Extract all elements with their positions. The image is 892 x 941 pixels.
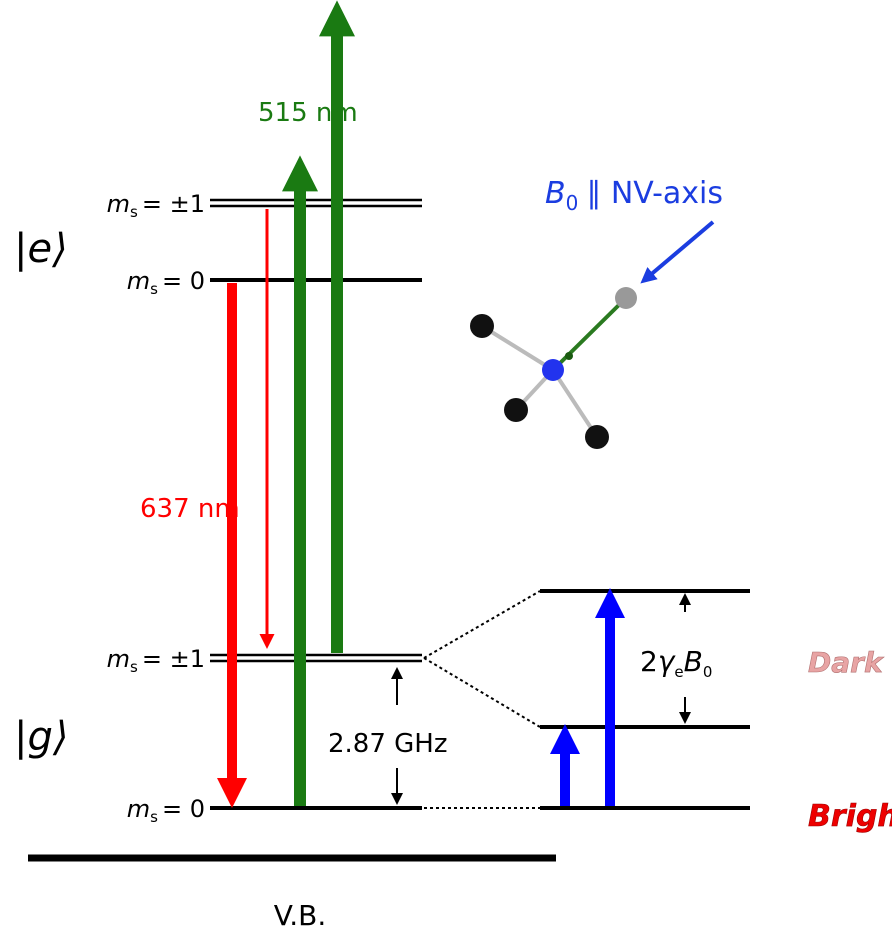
transitions bbox=[217, 0, 715, 808]
sub: e bbox=[674, 663, 683, 681]
carbon-atom bbox=[585, 425, 609, 449]
sub: 0 bbox=[566, 191, 579, 215]
gamma: γ bbox=[658, 645, 676, 678]
band-label: V.B. bbox=[274, 899, 327, 932]
sub: s bbox=[130, 203, 138, 221]
m: m bbox=[107, 190, 130, 218]
sub: s bbox=[130, 658, 138, 676]
green-label: 515 nm bbox=[258, 98, 358, 128]
dotted-line bbox=[423, 657, 541, 728]
b: B bbox=[545, 176, 566, 211]
level-label: ms = ±1 bbox=[107, 645, 205, 676]
m: m bbox=[127, 267, 150, 295]
prefix: 2 bbox=[640, 645, 658, 678]
carbon-atom bbox=[470, 314, 494, 338]
splitting-label: 2.87 GHz bbox=[328, 729, 448, 759]
dark-label: Dark bbox=[808, 646, 885, 679]
bond bbox=[551, 368, 599, 439]
red-label: 637 nm bbox=[140, 494, 240, 524]
nv-molecule bbox=[470, 287, 637, 449]
bond bbox=[480, 324, 555, 372]
b: B bbox=[684, 645, 703, 678]
level-label: ms = 0 bbox=[127, 267, 205, 298]
value: = ±1 bbox=[142, 190, 205, 218]
dotted-line bbox=[423, 590, 541, 659]
level-label: ms = 0 bbox=[127, 795, 205, 826]
sub: s bbox=[150, 280, 158, 298]
vacancy bbox=[615, 287, 637, 309]
nitrogen-atom bbox=[542, 359, 564, 381]
m: m bbox=[107, 645, 130, 673]
bond-dot bbox=[565, 352, 573, 360]
sub: s bbox=[150, 808, 158, 826]
zeeman-label: 2γeB0 bbox=[640, 645, 712, 681]
field-label: B0 ∥ NV-axis bbox=[545, 176, 723, 215]
m: m bbox=[127, 795, 150, 823]
value: = ±1 bbox=[142, 645, 205, 673]
bright-label: Bright bbox=[808, 799, 892, 834]
value: = 0 bbox=[162, 795, 205, 823]
labels: 515 nm 637 nm |e⟩ |g⟩ ms = ±1 ms = 0 ms = ±… bbox=[14, 98, 892, 932]
text: ∥ NV-axis bbox=[586, 176, 723, 211]
carbon-atom bbox=[504, 398, 528, 422]
level-label: ms = ±1 bbox=[107, 190, 205, 221]
excited-state: |e⟩ bbox=[14, 226, 68, 272]
value: = 0 bbox=[162, 267, 205, 295]
ground-state: |g⟩ bbox=[14, 714, 68, 760]
dotted-lines bbox=[423, 590, 541, 809]
levels bbox=[28, 198, 750, 862]
field-arrow bbox=[640, 220, 715, 284]
bond bbox=[551, 296, 628, 372]
sub: 0 bbox=[703, 663, 713, 681]
